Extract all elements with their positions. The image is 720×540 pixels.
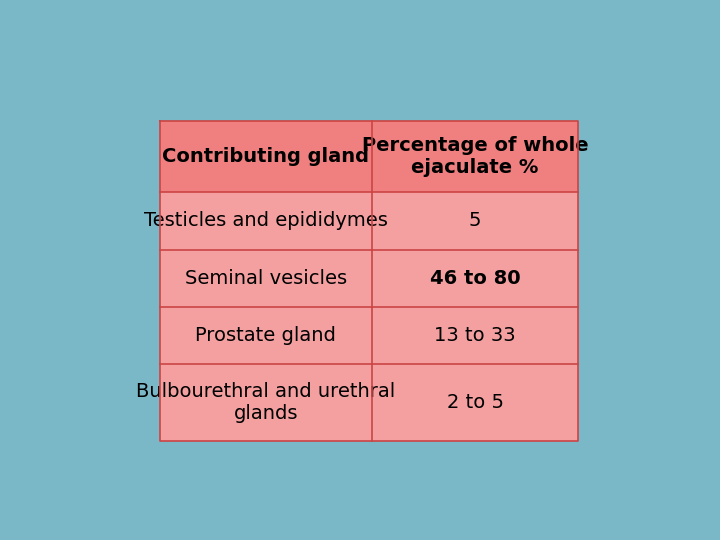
Text: 5: 5 (469, 212, 481, 231)
Text: Prostate gland: Prostate gland (195, 326, 336, 345)
Text: Percentage of whole
ejaculate %: Percentage of whole ejaculate % (361, 136, 588, 177)
Text: Bulbourethral and urethral
glands: Bulbourethral and urethral glands (136, 382, 395, 423)
Text: Contributing gland: Contributing gland (162, 147, 369, 166)
Text: Seminal vesicles: Seminal vesicles (185, 269, 347, 288)
Text: Testicles and epididymes: Testicles and epididymes (144, 212, 387, 231)
Text: 2 to 5: 2 to 5 (446, 393, 503, 412)
Text: 13 to 33: 13 to 33 (434, 326, 516, 345)
Text: 46 to 80: 46 to 80 (430, 269, 521, 288)
